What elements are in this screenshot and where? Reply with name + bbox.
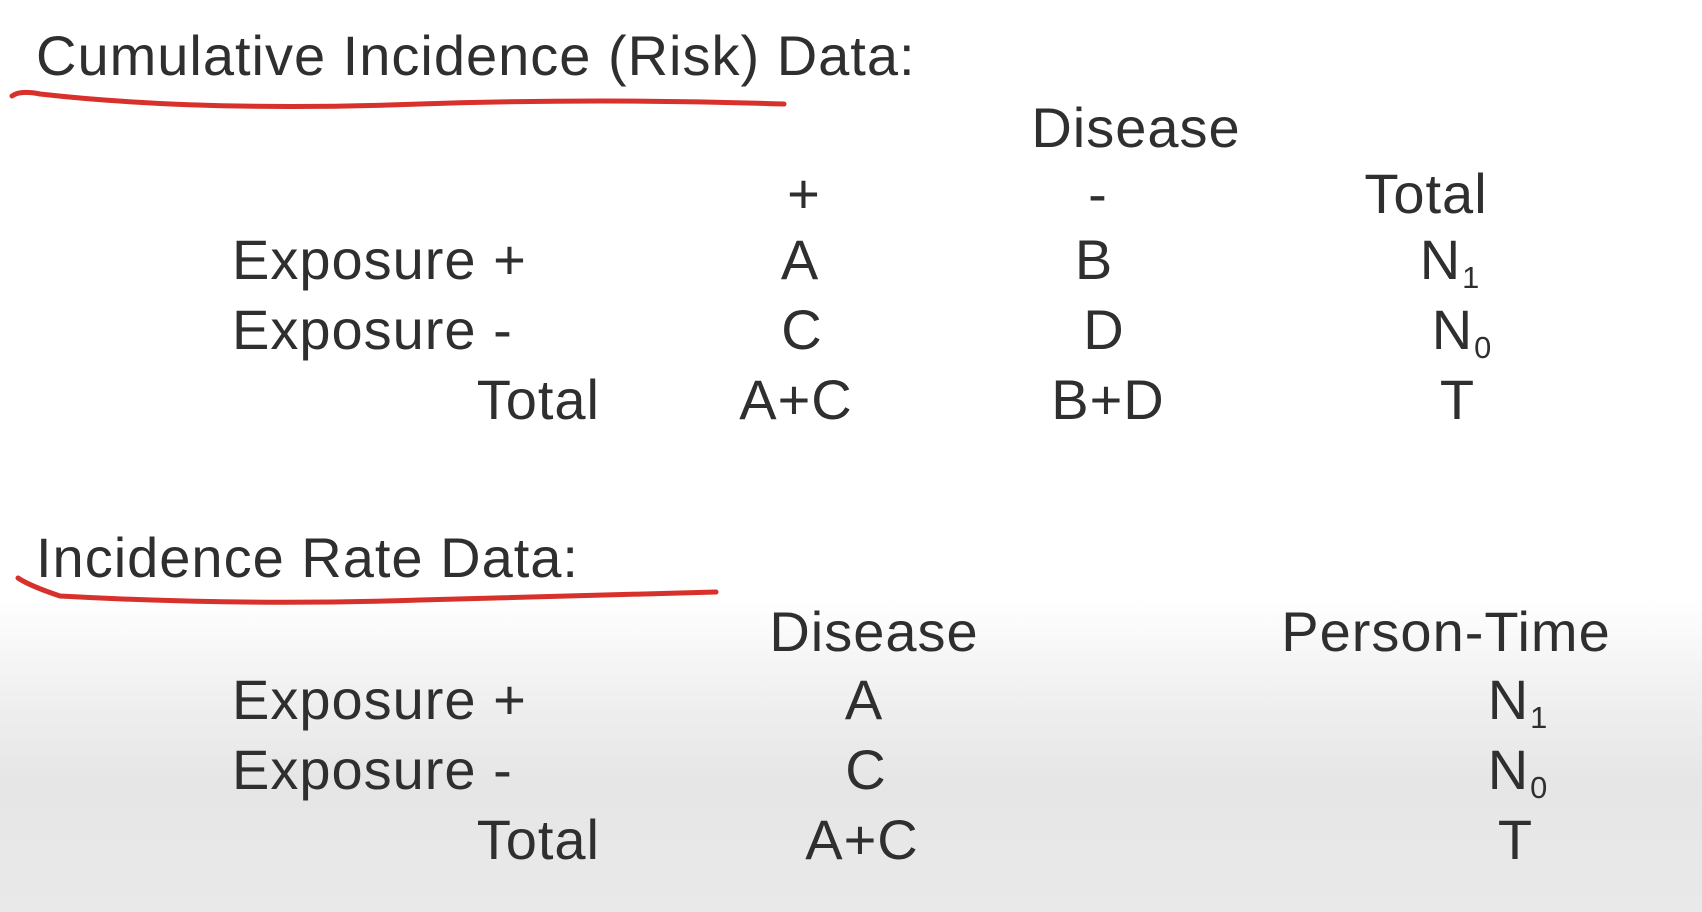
section-1-col-header-total: Total xyxy=(1364,162,1488,225)
section-2-row-label-total: Total xyxy=(476,808,600,871)
section-1-col-header-positive: + xyxy=(787,162,821,225)
section-1-total-n0: N0 xyxy=(1431,298,1493,365)
section-1-cell-a: A xyxy=(780,228,820,291)
section-1-cell-d: D xyxy=(1083,298,1125,361)
section-2-total-n1: N1 xyxy=(1487,668,1549,735)
section-2-cell-c: C xyxy=(845,738,887,801)
section-1-row-label-total: Total xyxy=(476,368,600,431)
heading-1-underline xyxy=(9,89,787,109)
section-1-cell-c: C xyxy=(781,298,823,361)
section-1-col-header-negative: - xyxy=(1088,162,1108,225)
section-1-cell-a-plus-c: A+C xyxy=(739,368,853,431)
section-1-disease-header: Disease xyxy=(1031,96,1241,159)
section-2-col-header-person-time: Person-Time xyxy=(1281,600,1611,663)
section-1-cell-b-plus-d: B+D xyxy=(1051,368,1165,431)
section-1-row-label-exposure-negative: Exposure - xyxy=(232,298,513,361)
section-2-cell-a: A xyxy=(844,668,884,731)
section-2-row-label-exposure-positive: Exposure + xyxy=(232,668,527,731)
section-1-total-n1: N1 xyxy=(1419,228,1481,295)
section-2-total-t: T xyxy=(1497,808,1534,871)
section-2-col-header-disease: Disease xyxy=(769,600,979,663)
section-1-cell-b: B xyxy=(1074,228,1114,291)
section-2-row-label-exposure-negative: Exposure - xyxy=(232,738,513,801)
section-2-total-n0: N0 xyxy=(1487,738,1549,805)
section-2-cell-a-plus-c: A+C xyxy=(805,808,919,871)
section-1-row-label-exposure-positive: Exposure + xyxy=(232,228,527,291)
section-1-total-t: T xyxy=(1439,368,1476,431)
section-2-heading: Incidence Rate Data: xyxy=(36,526,579,589)
section-1-heading: Cumulative Incidence (Risk) Data: xyxy=(36,24,916,87)
